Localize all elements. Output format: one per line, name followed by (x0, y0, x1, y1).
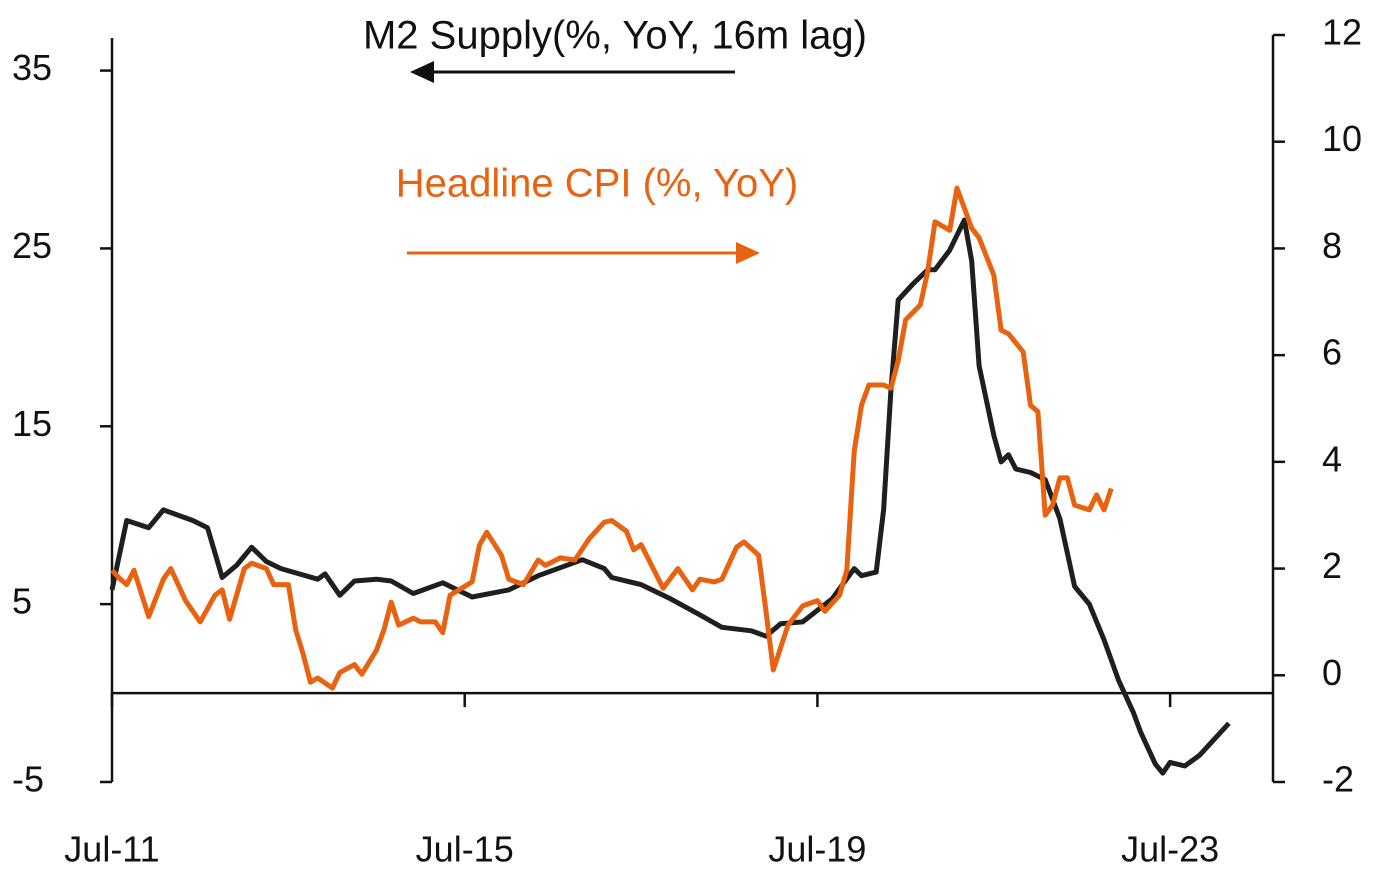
y2-tick-label: 4 (1322, 438, 1342, 479)
x-tick-label: Jul-19 (768, 829, 866, 870)
arrow-head (410, 61, 434, 83)
series-label: M2 Supply(%, YoY, 16m lag) (363, 14, 867, 58)
x-tick-label: Jul-23 (1121, 829, 1219, 870)
arrow-head (736, 242, 760, 264)
y-tick-label: 35 (12, 47, 52, 88)
y2-tick-label: -2 (1322, 759, 1354, 800)
y2-tick-label: 10 (1322, 118, 1362, 159)
y2-tick-label: 12 (1322, 12, 1362, 53)
y2-tick-label: 8 (1322, 225, 1342, 266)
y2-tick-label: 0 (1322, 652, 1342, 693)
series-label: Headline CPI (%, YoY) (396, 162, 798, 206)
y-tick-label: 25 (12, 225, 52, 266)
y-tick-label: -5 (12, 759, 44, 800)
y2-tick-label: 6 (1322, 332, 1342, 373)
y-tick-label: 15 (12, 403, 52, 444)
series-line (109, 217, 1231, 776)
y2-tick-label: 2 (1322, 545, 1342, 586)
x-tick-label: Jul-15 (416, 829, 514, 870)
y-tick-label: 5 (12, 581, 32, 622)
x-tick-label: Jul-11 (64, 829, 159, 870)
series-line (110, 185, 1114, 691)
